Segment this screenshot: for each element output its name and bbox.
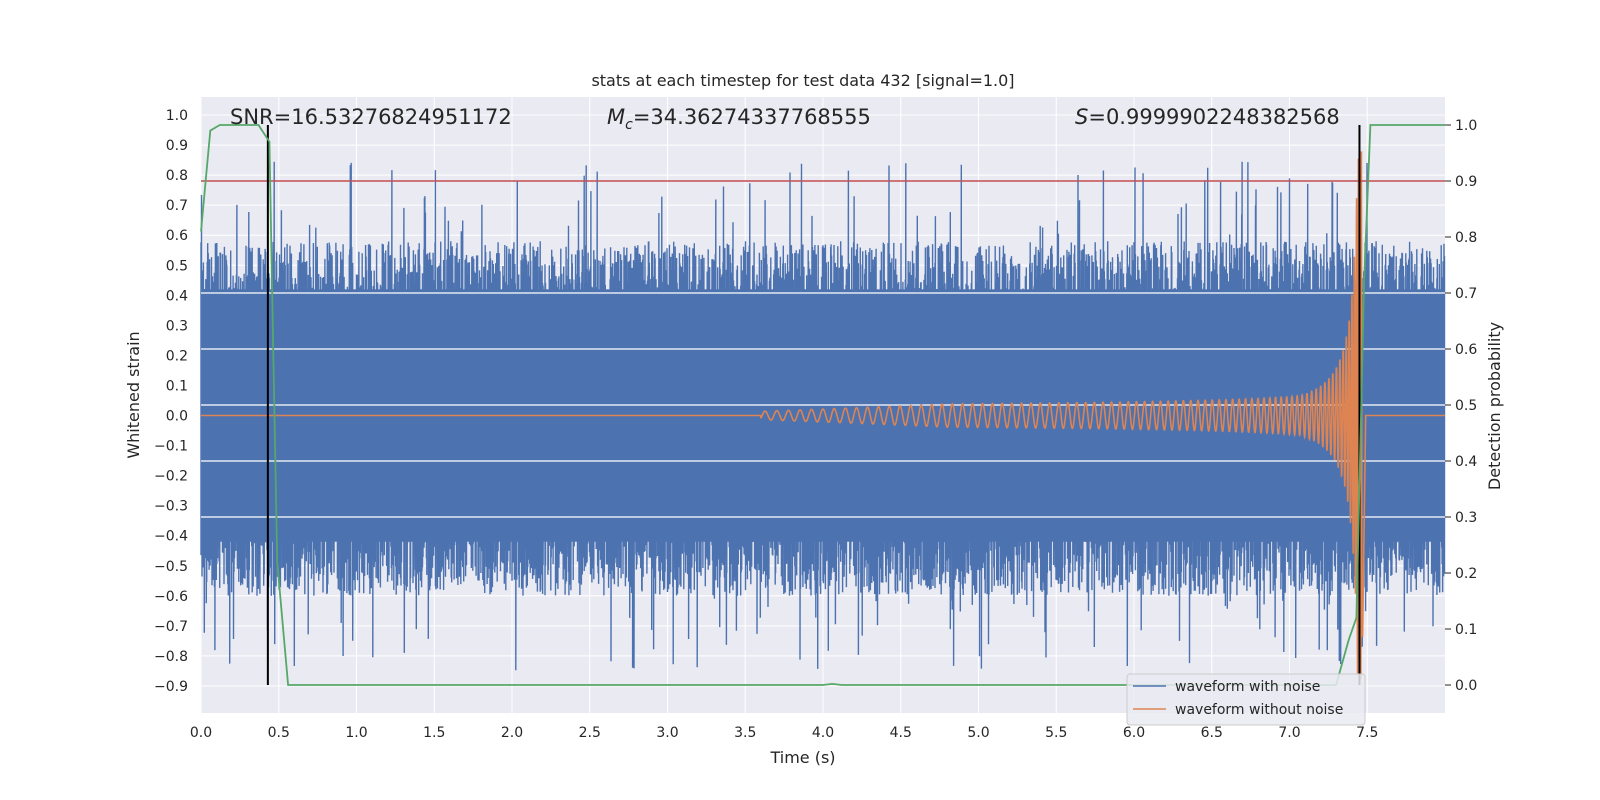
legend-box xyxy=(1126,673,1366,726)
score-value: =0.9999902248382568 xyxy=(1088,105,1339,129)
x-tick-label: 4.0 xyxy=(812,725,834,741)
y2-tick-label: 0.2 xyxy=(1455,566,1477,582)
y2-tick-label: 0.5 xyxy=(1455,398,1477,414)
y2-tick-label: 0.0 xyxy=(1455,678,1477,694)
y-tick-label: 0.1 xyxy=(166,378,188,394)
x-tick-label: 0.0 xyxy=(190,725,212,741)
chirp-mass-annotation: Mc=34.36274337768555 xyxy=(607,105,871,133)
detection-probability-line xyxy=(200,124,1445,686)
y2-tick-label: 0.8 xyxy=(1455,230,1477,246)
x-tick-label: 1.5 xyxy=(423,725,445,741)
x-tick-label: 1.0 xyxy=(345,725,367,741)
x-tick-label: 7.5 xyxy=(1356,725,1378,741)
y-tick-label: −0.2 xyxy=(154,469,188,485)
legend: waveform with noise waveform without noi… xyxy=(1126,673,1366,726)
y-axis-label: Whitened strain xyxy=(124,331,143,458)
score-symbol: S xyxy=(1075,105,1088,129)
legend-label-noise: waveform with noise xyxy=(1175,679,1320,695)
y-tick-label: 0.4 xyxy=(166,288,188,304)
y2-tick-label: 0.6 xyxy=(1455,342,1477,358)
x-tick-label: 5.5 xyxy=(1045,725,1067,741)
y-tick-label: −0.5 xyxy=(154,559,188,575)
y-tick-label: 0.2 xyxy=(166,348,188,364)
ticks: 0.0 0.5 1.0 1.5 2.0 2.5 3.0 3.5 4.0 4.5 5.0 5.5 6.0 6… xyxy=(154,108,1477,741)
y-tick-label: −0.4 xyxy=(154,529,188,545)
chirp-mass-symbol: M xyxy=(607,105,625,129)
y-tick-label: 0.7 xyxy=(166,198,188,214)
y-tick-label: 1.0 xyxy=(166,108,188,124)
y-tick-label: 0.3 xyxy=(166,318,188,334)
overlay xyxy=(200,124,1445,686)
x-tick-label: 3.5 xyxy=(734,725,756,741)
x-tick-label: 2.5 xyxy=(579,725,601,741)
legend-label-clean: waveform without noise xyxy=(1175,702,1343,718)
y-tick-label: 0.6 xyxy=(166,228,188,244)
y2-tick-label: 0.9 xyxy=(1455,174,1477,190)
chart-title: stats at each timestep for test data 432… xyxy=(591,71,1014,90)
x-tick-label: 6.0 xyxy=(1123,725,1145,741)
x-tick-label: 7.0 xyxy=(1278,725,1300,741)
y-tick-label: −0.7 xyxy=(154,619,188,635)
y2-tick-label: 1.0 xyxy=(1455,118,1477,134)
y-tick-label: 0.5 xyxy=(166,258,188,274)
score-annotation: S=0.9999902248382568 xyxy=(1075,105,1340,129)
y-tick-label: −0.1 xyxy=(154,439,188,455)
x-tick-label: 0.5 xyxy=(268,725,290,741)
y-tick-label: 0.9 xyxy=(166,138,188,154)
chirp-mass-value: =34.36274337768555 xyxy=(633,105,871,129)
y2-tick-label: 0.1 xyxy=(1455,622,1477,638)
chirp-mass-subscript: c xyxy=(625,117,633,133)
y-tick-label: 0.0 xyxy=(166,409,188,425)
x-tick-label: 6.5 xyxy=(1201,725,1223,741)
clean-trace xyxy=(201,151,1445,680)
x-tick-label: 3.0 xyxy=(656,725,678,741)
x-axis-label: Time (s) xyxy=(769,748,835,767)
y2-tick-label: 0.7 xyxy=(1455,286,1477,302)
y-tick-label: −0.6 xyxy=(154,589,188,605)
x-tick-label: 5.0 xyxy=(967,725,989,741)
y-tick-label: 0.8 xyxy=(166,168,188,184)
snr-annotation: SNR=16.53276824951172 xyxy=(230,105,512,129)
y-tick-label: −0.3 xyxy=(154,499,188,515)
y2-axis-label: Detection probability xyxy=(1485,322,1504,490)
series-waveform-without-noise xyxy=(201,151,1445,680)
y2-tick-label: 0.3 xyxy=(1455,510,1477,526)
y2-tick-label: 0.4 xyxy=(1455,454,1477,470)
x-tick-label: 2.0 xyxy=(501,725,523,741)
y-tick-label: −0.9 xyxy=(154,679,188,695)
y-tick-label: −0.8 xyxy=(154,649,188,665)
x-tick-label: 4.5 xyxy=(890,725,912,741)
